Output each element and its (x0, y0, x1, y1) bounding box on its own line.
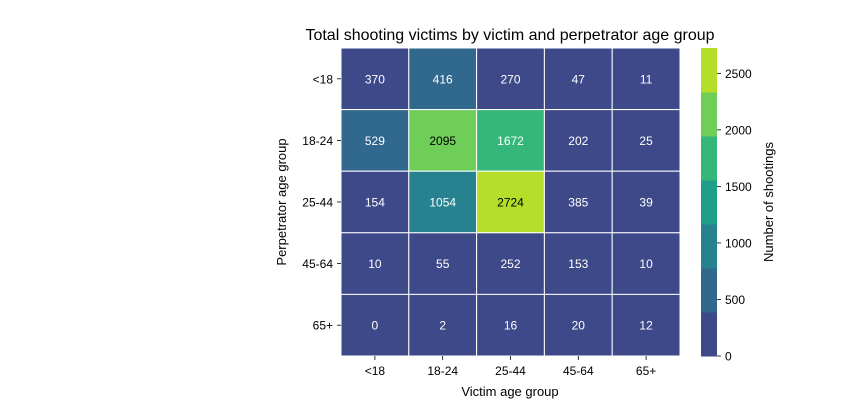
heatmap-cell (340, 47, 410, 111)
heatmap-cell (476, 109, 545, 172)
heatmap-cell-value: 0 (372, 319, 379, 333)
heatmap-cell (611, 109, 681, 172)
heatmap-cell (611, 232, 681, 295)
colorbar-label: Number of shootings (761, 142, 776, 262)
x-tick-label: 65+ (636, 364, 656, 378)
colorbar-tick-label: 2500 (725, 67, 752, 81)
heatmap-cell-value: 39 (639, 196, 653, 210)
colorbar-segment (701, 224, 717, 269)
heatmap-cell (340, 293, 410, 357)
chart-title: Total shooting victims by victim and per… (305, 27, 714, 44)
heatmap-cell-value: 385 (568, 196, 588, 210)
heatmap-cell (476, 293, 545, 357)
heatmap-cell-value: 202 (568, 134, 588, 148)
heatmap-cell-value: 10 (368, 257, 382, 271)
colorbar-tick-label: 1000 (725, 236, 752, 250)
heatmap-cell-value: 370 (365, 72, 385, 86)
y-tick-label: 45-64 (302, 257, 333, 271)
heatmap-cell-value: 416 (433, 72, 453, 86)
colorbar (701, 48, 717, 357)
x-tick-label: 18-24 (427, 364, 458, 378)
colorbar-segment (701, 136, 717, 181)
heatmap-cell-value: 252 (500, 257, 520, 271)
heatmap-cell-value: 1672 (497, 134, 524, 148)
y-tick-label: 18-24 (302, 134, 333, 148)
heatmap-cells (340, 47, 681, 357)
colorbar-tick-label: 0 (725, 350, 732, 364)
colorbar-ticks: 0 500 1000 1500 2000 2500 (717, 67, 752, 364)
x-tick-label: 45-64 (563, 364, 594, 378)
heatmap-cell-value: 270 (500, 72, 520, 86)
colorbar-segment (701, 48, 717, 93)
y-axis-ticks: <18 18-24 25-44 45-64 65+ (302, 72, 341, 333)
colorbar-segment (701, 180, 717, 225)
heatmap-cell-value: 16 (504, 319, 518, 333)
heatmap-cell (543, 170, 613, 234)
colorbar-segment (701, 92, 717, 137)
heatmap-cell-value: 10 (639, 257, 653, 271)
heatmap-cell-value: 2095 (429, 134, 456, 148)
heatmap-cell-value: 12 (639, 319, 653, 333)
x-axis-ticks: <18 18-24 25-44 45-64 65+ (365, 356, 656, 378)
heatmap-cell (408, 170, 478, 234)
heatmap-cell (543, 232, 613, 295)
y-tick-label: 65+ (313, 319, 333, 333)
heatmap-cell (408, 293, 478, 357)
heatmap-cell-value: 20 (572, 319, 586, 333)
colorbar-tick-label: 2000 (725, 123, 752, 137)
x-axis-label: Victim age group (461, 384, 558, 399)
heatmap-cell-value: 1054 (429, 196, 456, 210)
heatmap-cell (543, 47, 613, 111)
heatmap-cell (476, 232, 545, 295)
heatmap-cell-value: 153 (568, 257, 588, 271)
x-tick-label: 25-44 (495, 364, 526, 378)
y-tick-label: 25-44 (302, 196, 333, 210)
heatmap-cell-value: 2724 (497, 196, 524, 210)
heatmap-cell-value: 11 (640, 72, 653, 86)
heatmap-cell-value: 47 (572, 72, 586, 86)
heatmap-cell (611, 293, 681, 357)
y-tick-label: <18 (313, 72, 334, 86)
x-tick-label: <18 (365, 364, 386, 378)
heatmap-cell (611, 170, 681, 234)
colorbar-segment (701, 312, 717, 357)
colorbar-tick-label: 500 (725, 293, 745, 307)
heatmap-cell-value: 529 (365, 134, 385, 148)
heatmap-cell (408, 47, 478, 111)
colorbar-segment (701, 268, 717, 313)
heatmap-cell (476, 47, 545, 111)
heatmap-cell (408, 232, 478, 295)
y-axis-label: Perpetrator age group (274, 138, 289, 265)
colorbar-tick-label: 1500 (725, 180, 752, 194)
heatmap-cell-value: 55 (436, 257, 450, 271)
heatmap-cell-value: 154 (365, 196, 385, 210)
heatmap-cell-value: 2 (439, 319, 446, 333)
heatmap-cell-value: 25 (639, 134, 653, 148)
